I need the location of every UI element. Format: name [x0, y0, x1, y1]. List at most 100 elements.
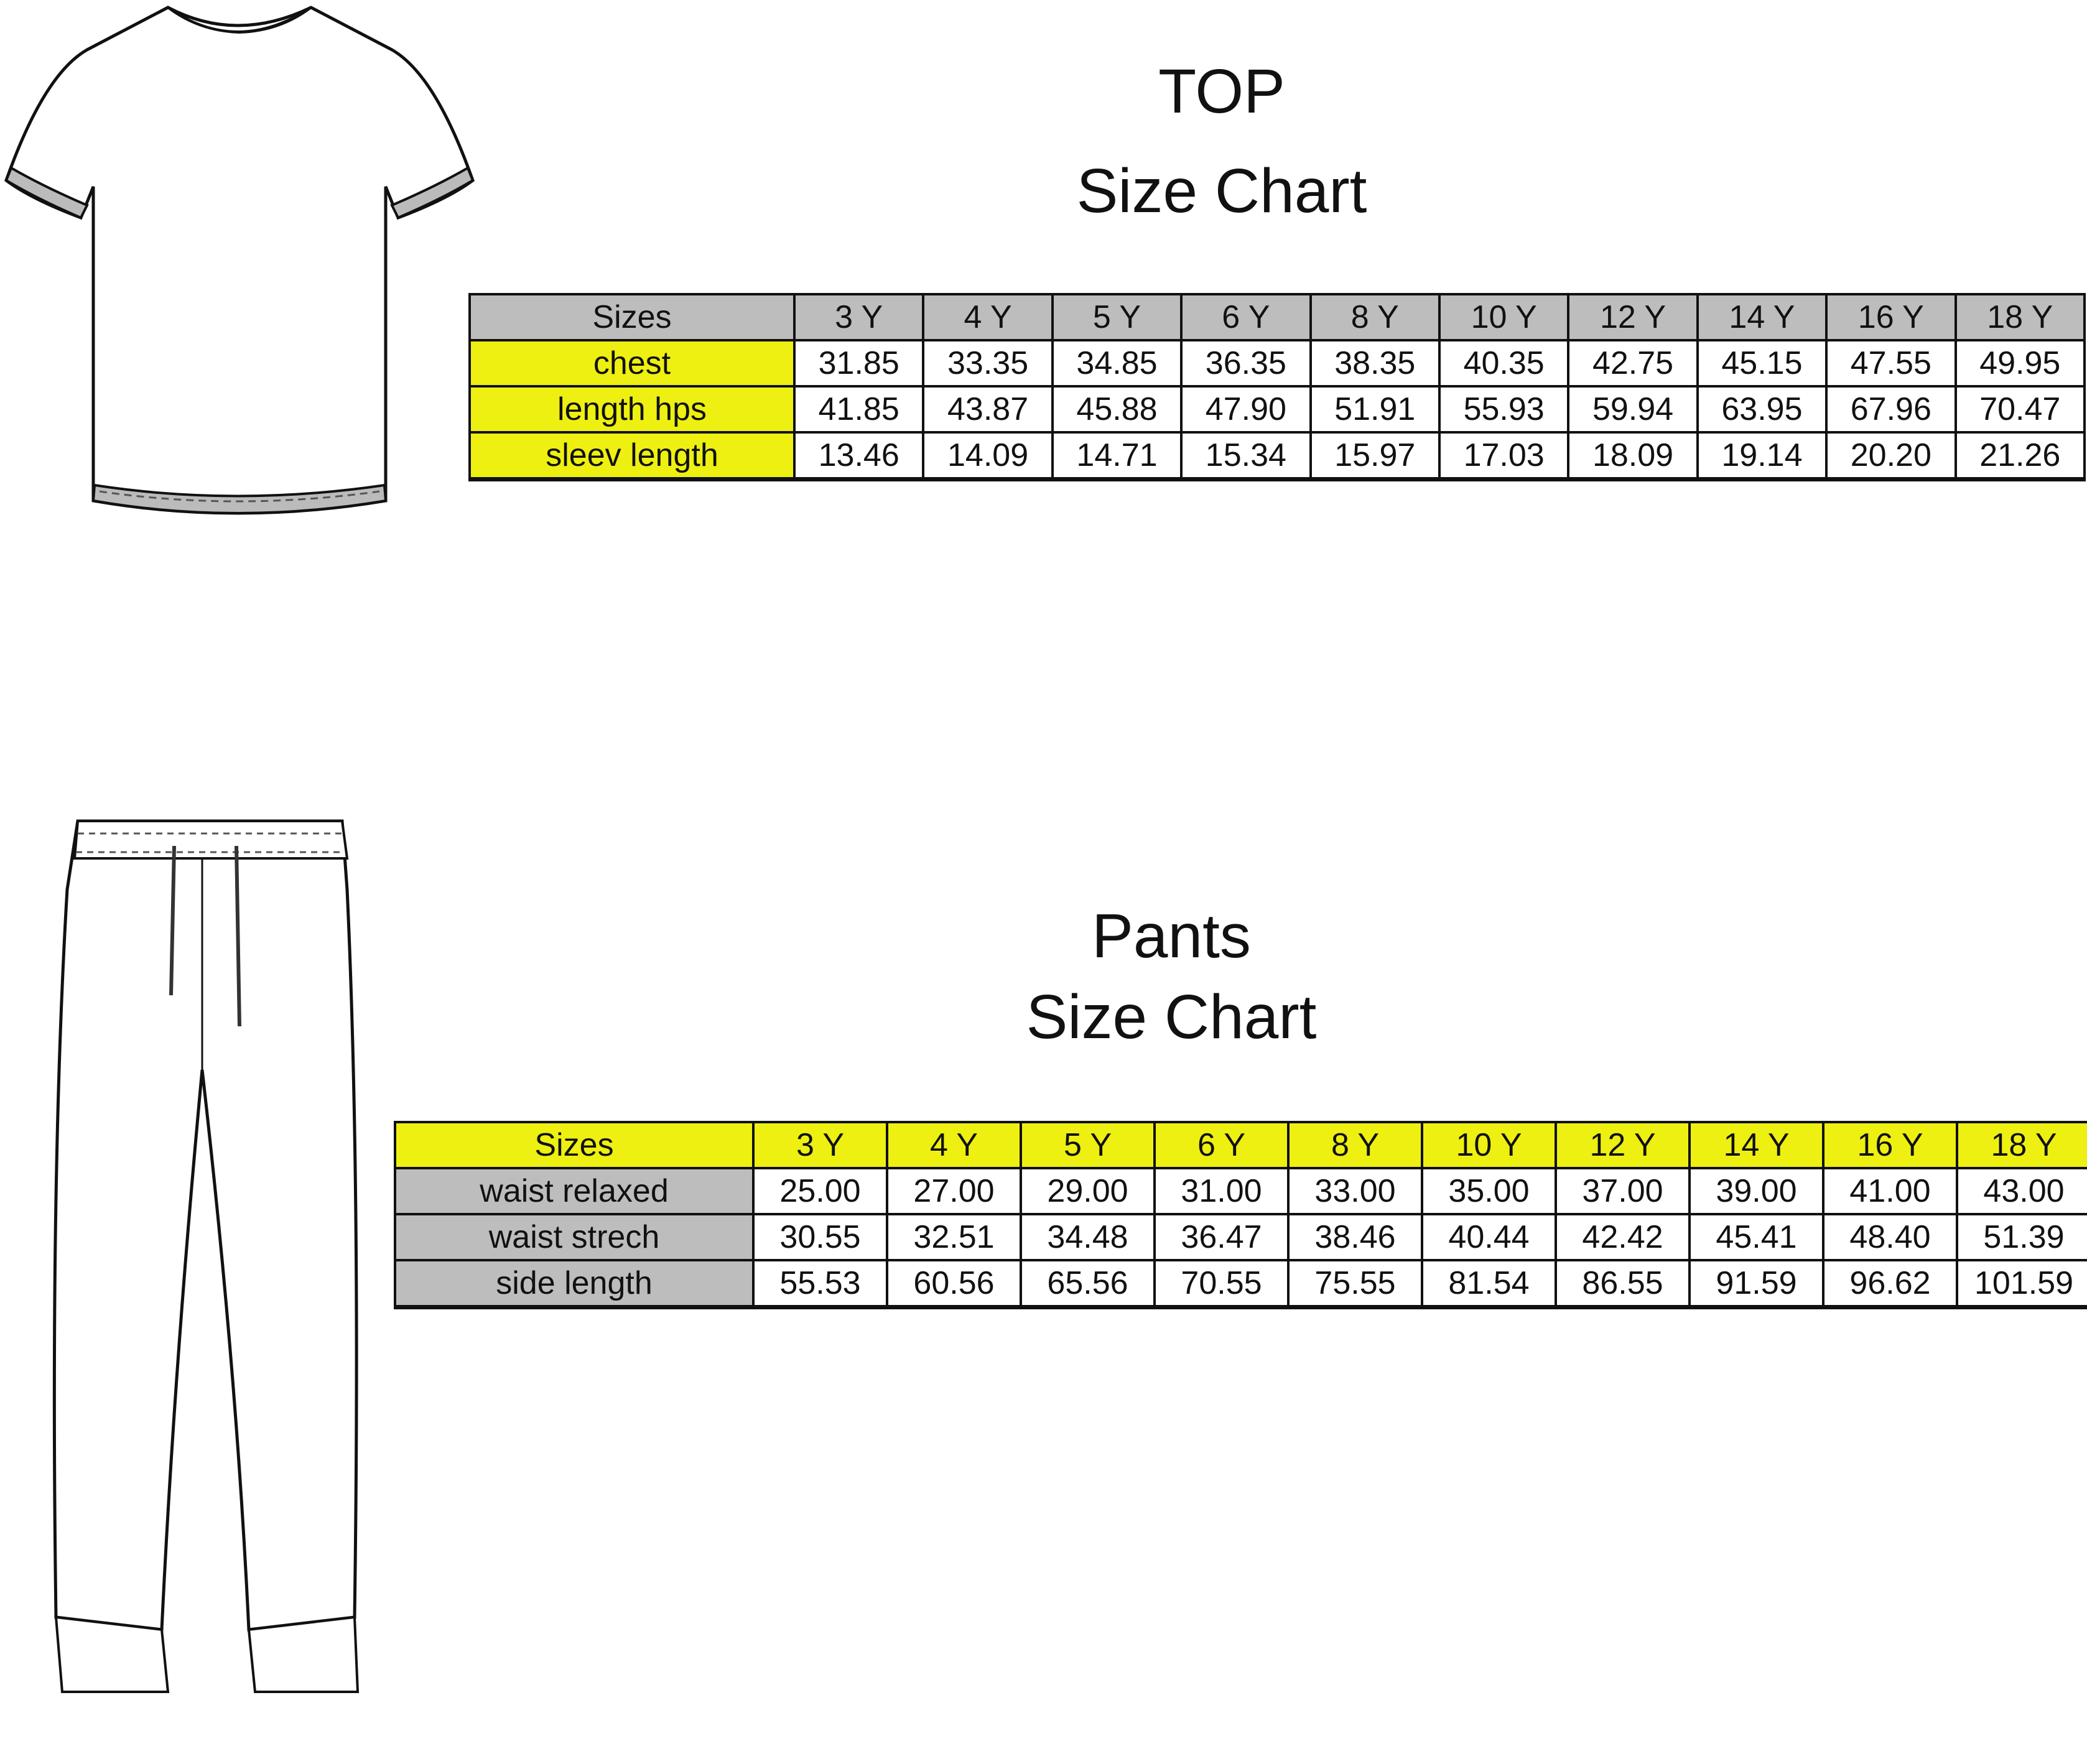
measurement-cell: 36.47 — [1153, 1213, 1290, 1261]
measurement-cell: 37.00 — [1555, 1167, 1691, 1215]
size-header: 5 Y — [1020, 1121, 1156, 1169]
measurement-cell: 13.46 — [793, 431, 925, 481]
size-header: 16 Y — [1822, 1121, 1958, 1169]
row-label: waist strech — [394, 1213, 755, 1261]
measurement-cell: 31.85 — [793, 339, 925, 388]
measurement-cell: 40.44 — [1421, 1213, 1557, 1261]
size-header: 6 Y — [1153, 1121, 1290, 1169]
measurement-cell: 15.97 — [1309, 431, 1441, 481]
measurement-cell: 42.42 — [1555, 1213, 1691, 1261]
t-shirt-illustration — [4, 6, 475, 515]
pants-title-line1: Pants — [1092, 901, 1251, 971]
size-header: 6 Y — [1180, 293, 1312, 341]
size-header: 14 Y — [1696, 293, 1828, 341]
table-row: length hps 41.85 43.87 45.88 47.90 51.91 55.93… — [468, 385, 2086, 434]
measurement-cell: 41.00 — [1822, 1167, 1958, 1215]
measurement-cell: 81.54 — [1421, 1259, 1557, 1309]
measurement-cell: 55.53 — [752, 1259, 888, 1309]
sizes-header: Sizes — [394, 1121, 755, 1169]
measurement-cell: 59.94 — [1567, 385, 1699, 434]
row-label: length hps — [468, 385, 796, 434]
measurement-cell: 34.48 — [1020, 1213, 1156, 1261]
size-header: 12 Y — [1567, 293, 1699, 341]
measurement-cell: 33.00 — [1287, 1167, 1423, 1215]
measurement-cell: 63.95 — [1696, 385, 1828, 434]
measurement-cell: 70.47 — [1954, 385, 2086, 434]
pants-title: Pants Size Chart — [923, 896, 1420, 1057]
row-label: side length — [394, 1259, 755, 1309]
top-title-line2: Size Chart — [1076, 156, 1367, 226]
size-header: 10 Y — [1438, 293, 1570, 341]
measurement-cell: 45.41 — [1688, 1213, 1824, 1261]
measurement-cell: 19.14 — [1696, 431, 1828, 481]
top-title: TOP Size Chart — [973, 51, 1471, 231]
measurement-cell: 48.40 — [1822, 1213, 1958, 1261]
measurement-cell: 39.00 — [1688, 1167, 1824, 1215]
size-header: 12 Y — [1555, 1121, 1691, 1169]
size-header: 18 Y — [1954, 293, 2086, 341]
measurement-cell: 55.93 — [1438, 385, 1570, 434]
size-header: 4 Y — [886, 1121, 1022, 1169]
measurement-cell: 20.20 — [1825, 431, 1957, 481]
size-header: 3 Y — [752, 1121, 888, 1169]
measurement-cell: 42.75 — [1567, 339, 1699, 388]
measurement-cell: 30.55 — [752, 1213, 888, 1261]
measurement-cell: 91.59 — [1688, 1259, 1824, 1309]
measurement-cell: 15.34 — [1180, 431, 1312, 481]
row-label: chest — [468, 339, 796, 388]
measurement-cell: 65.56 — [1020, 1259, 1156, 1309]
size-header: 4 Y — [922, 293, 1054, 341]
top-title-line1: TOP — [1158, 57, 1285, 126]
size-header: 5 Y — [1051, 293, 1183, 341]
table-row: waist strech 30.55 32.51 34.48 36.47 38.46 40.… — [394, 1213, 2087, 1261]
measurement-cell: 38.46 — [1287, 1213, 1423, 1261]
measurement-cell: 101.59 — [1956, 1259, 2087, 1309]
measurement-cell: 14.09 — [922, 431, 1054, 481]
table-row: sleev length 13.46 14.09 14.71 15.34 15.97 17.… — [468, 431, 2086, 481]
measurement-cell: 17.03 — [1438, 431, 1570, 481]
measurement-cell: 43.87 — [922, 385, 1054, 434]
measurement-cell: 34.85 — [1051, 339, 1183, 388]
size-header: 18 Y — [1956, 1121, 2087, 1169]
size-header: 14 Y — [1688, 1121, 1824, 1169]
measurement-cell: 49.95 — [1954, 339, 2086, 388]
measurement-cell: 51.91 — [1309, 385, 1441, 434]
size-header: 10 Y — [1421, 1121, 1557, 1169]
measurement-cell: 51.39 — [1956, 1213, 2087, 1261]
measurement-cell: 86.55 — [1555, 1259, 1691, 1309]
measurement-cell: 14.71 — [1051, 431, 1183, 481]
measurement-cell: 40.35 — [1438, 339, 1570, 388]
measurement-cell: 75.55 — [1287, 1259, 1423, 1309]
table-row: side length 55.53 60.56 65.56 70.55 75.55 81.5… — [394, 1259, 2087, 1309]
row-label: waist relaxed — [394, 1167, 755, 1215]
measurement-cell: 45.15 — [1696, 339, 1828, 388]
measurement-cell: 67.96 — [1825, 385, 1957, 434]
measurement-cell: 70.55 — [1153, 1259, 1290, 1309]
measurement-cell: 29.00 — [1020, 1167, 1156, 1215]
measurement-cell: 47.55 — [1825, 339, 1957, 388]
size-header: 16 Y — [1825, 293, 1957, 341]
size-header: 8 Y — [1287, 1121, 1423, 1169]
measurement-cell: 31.00 — [1153, 1167, 1290, 1215]
measurement-cell: 60.56 — [886, 1259, 1022, 1309]
row-label: sleev length — [468, 431, 796, 481]
size-header: 8 Y — [1309, 293, 1441, 341]
measurement-cell: 33.35 — [922, 339, 1054, 388]
measurement-cell: 18.09 — [1567, 431, 1699, 481]
pants-illustration — [52, 819, 360, 1693]
measurement-cell: 35.00 — [1421, 1167, 1557, 1215]
measurement-cell: 36.35 — [1180, 339, 1312, 388]
measurement-cell: 32.51 — [886, 1213, 1022, 1261]
size-header: 3 Y — [793, 293, 925, 341]
measurement-cell: 45.88 — [1051, 385, 1183, 434]
measurement-cell: 38.35 — [1309, 339, 1441, 388]
measurement-cell: 25.00 — [752, 1167, 888, 1215]
measurement-cell: 41.85 — [793, 385, 925, 434]
sizes-header: Sizes — [468, 293, 796, 341]
table-row: chest 31.85 33.35 34.85 36.35 38.35 40.35 42.75… — [468, 339, 2086, 388]
measurement-cell: 96.62 — [1822, 1259, 1958, 1309]
